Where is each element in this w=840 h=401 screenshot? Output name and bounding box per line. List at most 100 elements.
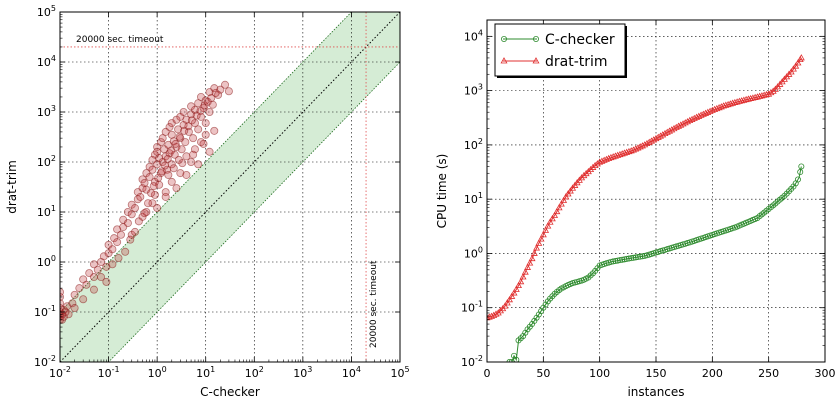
scatter-point [113,238,122,247]
x-tick-label: 103 [293,365,312,380]
scatter-point [121,247,130,256]
series-marker [629,146,637,153]
series-marker [618,150,626,157]
scatter-point [167,146,176,155]
series-marker [542,226,550,233]
series-marker [637,253,644,260]
scatter-point [199,139,208,148]
x-tick-label: 10-2 [49,365,71,380]
series-marker [628,255,635,262]
series-marker [519,273,527,280]
series-marker [611,152,619,159]
series-marker [686,116,694,124]
series-marker [704,108,712,115]
scatter-plot-area [60,12,400,362]
x-tick-label: 100 [148,365,167,380]
series-marker [501,302,509,309]
scatter-point [201,130,210,139]
series-marker [688,115,696,122]
series-marker [733,98,741,105]
series-marker [639,253,646,260]
series-marker [753,93,761,100]
series-marker [623,148,631,155]
scatter-point [149,182,158,191]
scatter-point [145,173,154,182]
scatter-point [160,161,169,170]
scatter-point [89,273,98,282]
y-tick-label: 10-1 [461,300,483,315]
series-marker [726,100,734,107]
series-marker [621,256,628,263]
x-tick-label: 101 [196,365,215,380]
series-marker [797,169,804,176]
x-tick-label: 105 [390,365,409,380]
series-marker [706,107,714,114]
scatter-point [79,295,88,304]
series-marker [708,106,716,113]
series-marker [625,255,632,262]
series-marker [548,215,556,222]
series-marker [695,112,703,119]
series-marker [487,313,493,320]
x-axis-label: C-checker [200,385,260,399]
band-edge-line [108,61,400,362]
scatter-point [150,190,159,199]
scatter-point [182,170,191,179]
x-tick-label: 0 [484,367,491,380]
scatter-point [97,273,106,282]
legend-label: drat-trim [545,54,608,70]
series-marker [564,190,572,197]
series-marker [614,151,622,158]
scatter-point [207,94,216,103]
scatter-point [130,204,139,213]
scatter-point [114,254,123,263]
scatter-point [110,234,119,243]
scatter-point [205,147,214,156]
series-marker [792,62,800,69]
series-marker [544,222,552,229]
series-marker [530,249,538,256]
y-tick-label: 10-2 [461,354,483,369]
series-marker [562,193,570,200]
scatter-frame [59,11,401,363]
legend-marker [500,57,508,64]
scatter-point [153,204,162,213]
series-marker [526,259,534,266]
series-marker [610,258,617,265]
scatter-point [184,122,193,131]
series-marker [630,254,637,261]
scatter-point [145,162,154,171]
scatter-point [169,164,178,173]
y-tick-label: 104 [464,28,483,43]
diagonal-line [60,12,400,362]
scatter-point [68,299,77,308]
legend-marker [533,36,540,43]
series-marker [693,113,701,120]
scatter-point [181,138,190,147]
y-tick-label: 100 [464,245,483,260]
series-marker [797,54,805,61]
scatter-point [174,125,183,134]
series-marker [744,95,752,102]
series-marker [528,254,536,262]
scatter-point [102,277,111,286]
y-axis-label: drat-trim [5,160,19,214]
scatter-point [178,159,187,168]
series-marker [612,258,619,265]
scatter-point [210,84,219,93]
series-marker [720,102,728,109]
scatter-point [127,210,136,219]
scatter-point [148,199,157,208]
scatter-point [136,192,145,201]
series-marker [537,235,545,242]
series-marker [582,169,590,177]
series-marker [767,88,775,96]
series-marker [715,104,723,111]
series-c-checker [506,163,805,362]
series-marker [789,65,797,72]
scatter-point [75,284,84,293]
legend-marker [532,57,540,64]
x-tick-label: 100 [589,367,610,380]
y-tick-label: 101 [37,204,56,219]
series-marker [503,299,511,306]
